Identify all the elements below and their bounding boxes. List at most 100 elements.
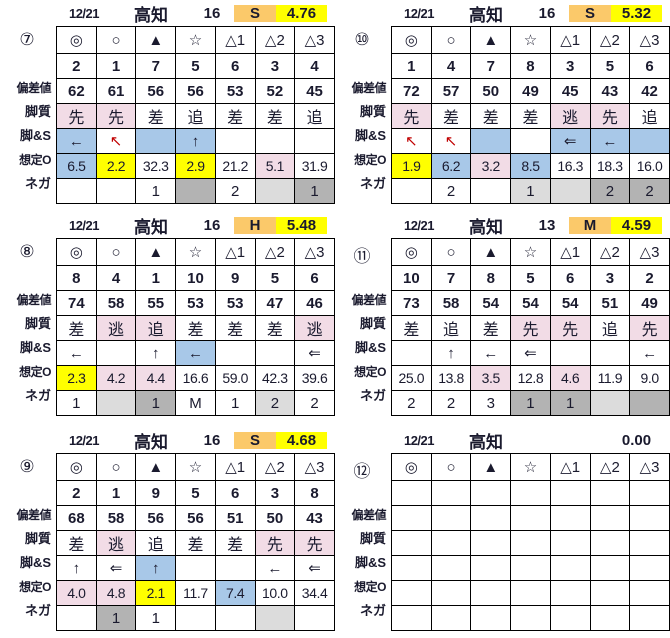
panel-12-date: 12/21 bbox=[403, 432, 435, 448]
panel-12-leg-and-s-row-cell-2 bbox=[430, 555, 472, 581]
panel-8-deviation-row-cell-2: 58 bbox=[95, 290, 137, 316]
panel-12-deviation-row-cell-1 bbox=[391, 505, 432, 531]
panel-11-number-row-cell-1: 10 bbox=[391, 265, 432, 291]
panel-7-row-label-3: 偏差値 bbox=[16, 81, 51, 95]
panel-9-negative-row-cell-6 bbox=[254, 605, 296, 631]
panel-12-estimated-odds-row-cell-3 bbox=[470, 580, 512, 606]
panel-12-deviation-row-cell-7 bbox=[629, 505, 670, 531]
panel-11-row-label-1 bbox=[335, 238, 389, 264]
panel-7-deviation-row-cell-7: 45 bbox=[294, 78, 335, 104]
panel-8-negative-row-cell-3: 1 bbox=[135, 390, 177, 416]
panel-7-deviation-row-cell-2: 61 bbox=[95, 78, 137, 104]
panel-10-venue: 高知 bbox=[469, 5, 503, 25]
panel-11-row-label-3: 偏差値 bbox=[351, 293, 386, 307]
panel-8-deviation-row-cell-1: 74 bbox=[56, 290, 97, 316]
panel-9-estimated-odds-row-cell-2: 4.8 bbox=[95, 580, 137, 606]
panel-9-row-label-7: ネガ bbox=[24, 603, 51, 618]
panel-7-negative-row-cell-1 bbox=[56, 178, 97, 204]
mark-icon-3: ▲ bbox=[470, 26, 512, 54]
panel-8-number-row-cell-3: 1 bbox=[135, 265, 177, 291]
panel-12-estimated-odds-row-cell-4 bbox=[510, 580, 551, 606]
panel-10-deviation-row-cell-7: 42 bbox=[629, 78, 670, 104]
panel-8-estimated-odds-row-cell-3: 4.4 bbox=[135, 365, 177, 391]
panel-10-row-labels: 偏差値 脚質 脚&S 想定O ネガ bbox=[335, 26, 389, 196]
panel-9-leg-and-s-row-cell-6: ← bbox=[254, 555, 296, 581]
panel-10-negative-row-cell-3 bbox=[470, 178, 512, 204]
panel-12-row-label-4: 脚質 bbox=[359, 531, 386, 546]
panel-9-leg-and-s-row-cell-3: ↑ bbox=[135, 555, 177, 581]
panel-7-leg-and-s-row-cell-5 bbox=[214, 128, 256, 154]
panel-8-running-style-row-cell-6: 差 bbox=[254, 315, 296, 341]
panel-10-number-row-cell-4: 8 bbox=[510, 53, 551, 79]
panel-11-negative-row-cell-2: 2 bbox=[430, 390, 472, 416]
mark-icon-4: ☆ bbox=[175, 238, 216, 266]
panel-12-negative-row bbox=[391, 605, 670, 631]
panel-11-negative-row-cell-1: 2 bbox=[391, 390, 432, 416]
panel-7-number-row-cell-7: 4 bbox=[294, 53, 335, 79]
panel-11-negative-row-cell-6 bbox=[589, 390, 631, 416]
panel-7-date: 12/21 bbox=[68, 5, 100, 21]
panel-12-row-label-1 bbox=[335, 453, 389, 479]
panel-7-estimated-odds-row-cell-3: 32.3 bbox=[135, 153, 177, 179]
panel-11-estimated-odds-row-cell-5: 4.6 bbox=[549, 365, 591, 391]
panel-11-index-label: ⑪ bbox=[353, 247, 371, 266]
panel-8-estimated-odds-row-cell-1: 2.3 bbox=[56, 365, 97, 391]
panel-10-deviation-row-cell-4: 49 bbox=[510, 78, 551, 104]
panel-8-running-style-row-cell-7: 逃 bbox=[294, 315, 335, 341]
panel-12-negative-row-cell-1 bbox=[391, 605, 432, 631]
mark-icon-2: ○ bbox=[95, 453, 137, 481]
panel-10-running-style-row-cell-4: 差 bbox=[510, 103, 551, 129]
mark-icon-1: ◎ bbox=[391, 26, 432, 54]
panel-11-estimated-odds-row-cell-2: 13.8 bbox=[430, 365, 472, 391]
panel-7-symbol-header-row: ◎ ○ ▲ ☆ △1 △2 △3 bbox=[56, 26, 335, 54]
panel-8-venue: 高知 bbox=[134, 217, 168, 237]
mark-icon-1: ◎ bbox=[391, 238, 432, 266]
panel-12-deviation-row bbox=[391, 505, 670, 531]
panel-9-running-style-row-cell-7: 先 bbox=[294, 530, 335, 556]
panel-7-leg-and-s-row-cell-2: ↖ bbox=[95, 128, 137, 154]
panel-8-leg-and-s-row-cell-7: ⇐ bbox=[294, 340, 335, 366]
panel-12-table: ◎ ○ ▲ ☆ △1 △2 △3 bbox=[391, 453, 670, 631]
mark-icon-4: ☆ bbox=[510, 26, 551, 54]
panel-7-leg-and-s-row-cell-6 bbox=[254, 128, 296, 154]
panel-12-index-label: ⑫ bbox=[353, 462, 371, 481]
panel-9-estimated-odds-row-cell-5: 7.4 bbox=[214, 580, 256, 606]
panel-8-number-row-cell-4: 10 bbox=[175, 265, 216, 291]
panel-10-row-label-1 bbox=[335, 26, 389, 52]
panel-9-row-label-5: 脚&S bbox=[19, 555, 51, 570]
panel-8-value-badge: 5.48 bbox=[276, 216, 327, 234]
panel-11-running-style-row-cell-5: 先 bbox=[549, 315, 591, 341]
panel-10-row-label-6: 想定O bbox=[354, 153, 386, 167]
panel-8-leg-and-s-row: ← ↑ ← ⇐ bbox=[56, 340, 335, 366]
panel-11-negative-row-cell-3: 3 bbox=[470, 390, 512, 416]
panel-10-deviation-row-cell-5: 45 bbox=[549, 78, 591, 104]
panel-12-deviation-row-cell-4 bbox=[510, 505, 551, 531]
panel-11-estimated-odds-row-cell-6: 11.9 bbox=[589, 365, 631, 391]
mark-icon-6: △2 bbox=[589, 453, 631, 481]
panel-8-running-style-row-cell-2: 逃 bbox=[95, 315, 137, 341]
panel-10-row-label-3: 偏差値 bbox=[351, 81, 386, 95]
panel-7-negative-row-cell-7: 1 bbox=[294, 178, 335, 204]
panel-10-negative-row-cell-5 bbox=[549, 178, 591, 204]
panel-8-row-label-7: ネガ bbox=[24, 388, 51, 403]
mark-icon-7: △3 bbox=[629, 453, 670, 481]
panel-12-negative-row-cell-7 bbox=[629, 605, 670, 631]
mark-icon-7: △3 bbox=[294, 453, 335, 481]
mark-icon-1: ◎ bbox=[56, 26, 97, 54]
panel-7-running-style-row-cell-4: 追 bbox=[175, 103, 216, 129]
panel-11-row-labels: 偏差値 脚質 脚&S 想定O ネガ bbox=[335, 238, 389, 408]
panel-11-value-badge: 4.59 bbox=[611, 216, 662, 234]
panel-11-running-style-row-cell-7: 先 bbox=[629, 315, 670, 341]
panel-9-estimated-odds-row: 4.0 4.8 2.1 11.7 7.4 10.0 34.4 bbox=[56, 580, 335, 606]
panel-9-deviation-row: 68 58 56 56 51 50 43 bbox=[56, 505, 335, 531]
panel-11-estimated-odds-row-cell-3: 3.5 bbox=[470, 365, 512, 391]
panel-11-row-label-5: 脚&S bbox=[354, 340, 386, 355]
panel-11-number-row-cell-4: 5 bbox=[510, 265, 551, 291]
mark-icon-5: △1 bbox=[549, 238, 591, 266]
panel-10-race-number: 16 bbox=[538, 4, 556, 22]
mark-icon-3: ▲ bbox=[135, 26, 177, 54]
panel-7-estimated-odds-row-cell-4: 2.9 bbox=[175, 153, 216, 179]
